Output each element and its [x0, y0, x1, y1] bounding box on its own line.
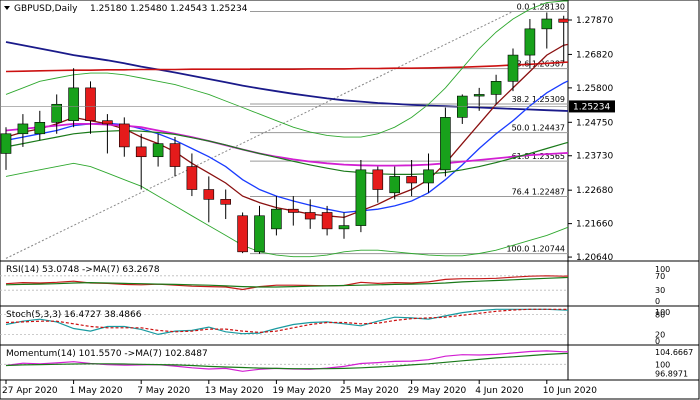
bearish-candle — [203, 189, 215, 200]
bearish-candle — [406, 176, 417, 184]
bullish-candle — [68, 87, 79, 121]
bearish-candle — [169, 143, 181, 167]
stoch-tick-label: 0 — [655, 337, 660, 346]
ma-green-line — [5, 129, 568, 175]
bullish-candle — [254, 215, 265, 253]
price-tick-label: 1.27870 — [576, 16, 613, 26]
bb-lower-line — [5, 162, 568, 258]
bearish-candle — [102, 120, 113, 125]
stoch-series-0 — [5, 308, 568, 336]
stoch-tick-label: 80 — [655, 311, 665, 320]
fib-level-label-6: 100.0 1.20744 — [506, 245, 565, 254]
bb-upper-line — [5, 0, 568, 138]
momentum-title: Momentum(14) 101.5570 ->MA(7) 102.8487 — [6, 349, 208, 359]
momentum-tick-label: 104.6667 — [655, 348, 693, 357]
price-tick-label: 1.21660 — [576, 220, 613, 230]
price-tick-label: 1.23730 — [576, 152, 613, 162]
bullish-candle — [51, 103, 63, 123]
bullish-candle — [507, 54, 519, 82]
chart-menu-arrow-icon[interactable] — [4, 6, 10, 10]
bullish-candle — [490, 81, 502, 95]
time-tick-label: 1 May 2020 — [70, 386, 123, 396]
rsi-title: RSI(14) 53.0748 ->MA(7) 63.2678 — [6, 265, 160, 275]
bearish-candle — [304, 212, 316, 220]
momentum-panel — [0, 350, 568, 372]
time-tick-label: 4 Jun 2020 — [475, 386, 524, 396]
price-tick-label: 1.25800 — [576, 84, 613, 94]
price-tick-label: 1.20640 — [576, 253, 613, 263]
bullish-candle — [541, 18, 553, 30]
rsi-series-1 — [5, 276, 568, 288]
bearish-candle — [220, 199, 231, 205]
time-tick-label: 7 May 2020 — [137, 386, 190, 396]
price-tick-label: 1.24750 — [576, 118, 613, 128]
bearish-candle — [186, 166, 198, 190]
momentum-series-1 — [5, 352, 568, 370]
stoch-tick-label: 100 — [655, 308, 670, 317]
fib-trendline — [5, 11, 514, 259]
bearish-candle — [237, 215, 248, 253]
rsi-tick-label: 0 — [655, 297, 660, 306]
bullish-candle — [152, 143, 164, 158]
axes: 1.27870 1.26820 1.25800 1.24750 1.23730 1.226… — [2, 16, 693, 396]
bearish-candle — [372, 169, 384, 190]
bearish-candle — [321, 212, 333, 230]
time-tick-label: 10 Jun 2020 — [543, 386, 597, 396]
bullish-candle — [473, 94, 485, 97]
time-tick-label: 13 May 2020 — [205, 386, 264, 396]
bearish-candle — [558, 18, 568, 23]
bullish-candle — [440, 117, 451, 171]
bullish-candle — [271, 208, 282, 230]
bullish-candle — [524, 28, 536, 56]
bearish-candle — [135, 146, 147, 158]
bearish-candle — [287, 208, 299, 213]
time-tick-label: 29 May 2020 — [408, 386, 467, 396]
bearish-candle — [119, 123, 130, 148]
bullish-candle — [423, 169, 434, 184]
ma-navy-line — [5, 41, 568, 112]
bullish-candle — [338, 225, 350, 230]
bullish-candle — [0, 133, 12, 154]
fib-level-label-5: 76.4 1.22487 — [512, 188, 565, 197]
ma-red-line — [5, 61, 568, 73]
rsi-panel — [0, 275, 568, 291]
fib-level-label-3: 50.0 1.24437 — [512, 124, 565, 133]
symbol-label: GBPUSD,Daily — [14, 4, 78, 14]
bullish-candle — [389, 176, 401, 194]
ma-magenta-line — [5, 123, 568, 167]
rsi-tick-label: 30 — [655, 286, 665, 295]
time-tick-label: 25 May 2020 — [340, 386, 399, 396]
fib-level-label-4: 61.8 1.23565 — [512, 152, 565, 161]
time-tick-label: 19 May 2020 — [272, 386, 331, 396]
rsi-tick-label: 70 — [655, 272, 665, 281]
fib-level-label-0: 0.0 1.28130 — [517, 2, 565, 11]
time-tick-label: 27 Apr 2020 — [2, 386, 58, 396]
bullish-candle — [355, 169, 367, 226]
bearish-candle — [85, 87, 96, 121]
bullish-candle — [17, 123, 29, 135]
stoch-title: Stoch(5,3,3) 16.4727 38.4866 — [6, 310, 142, 320]
current-price-label: 1.25234 — [573, 102, 610, 112]
ohlc-readout: 1.25180 1.25480 1.24543 1.25234 — [90, 4, 248, 14]
price-tick-label: 1.22680 — [576, 186, 613, 196]
rsi-tick-label: 100 — [655, 265, 670, 274]
bullish-candle — [34, 122, 46, 135]
stoch-tick-label: 20 — [655, 330, 665, 339]
current-price-box — [569, 100, 615, 113]
stochastic-panel — [0, 308, 568, 336]
momentum-tick-label: 100 — [655, 360, 670, 369]
price-tick-label: 1.26820 — [576, 50, 613, 60]
momentum-tick-label: 96.8971 — [655, 369, 688, 378]
